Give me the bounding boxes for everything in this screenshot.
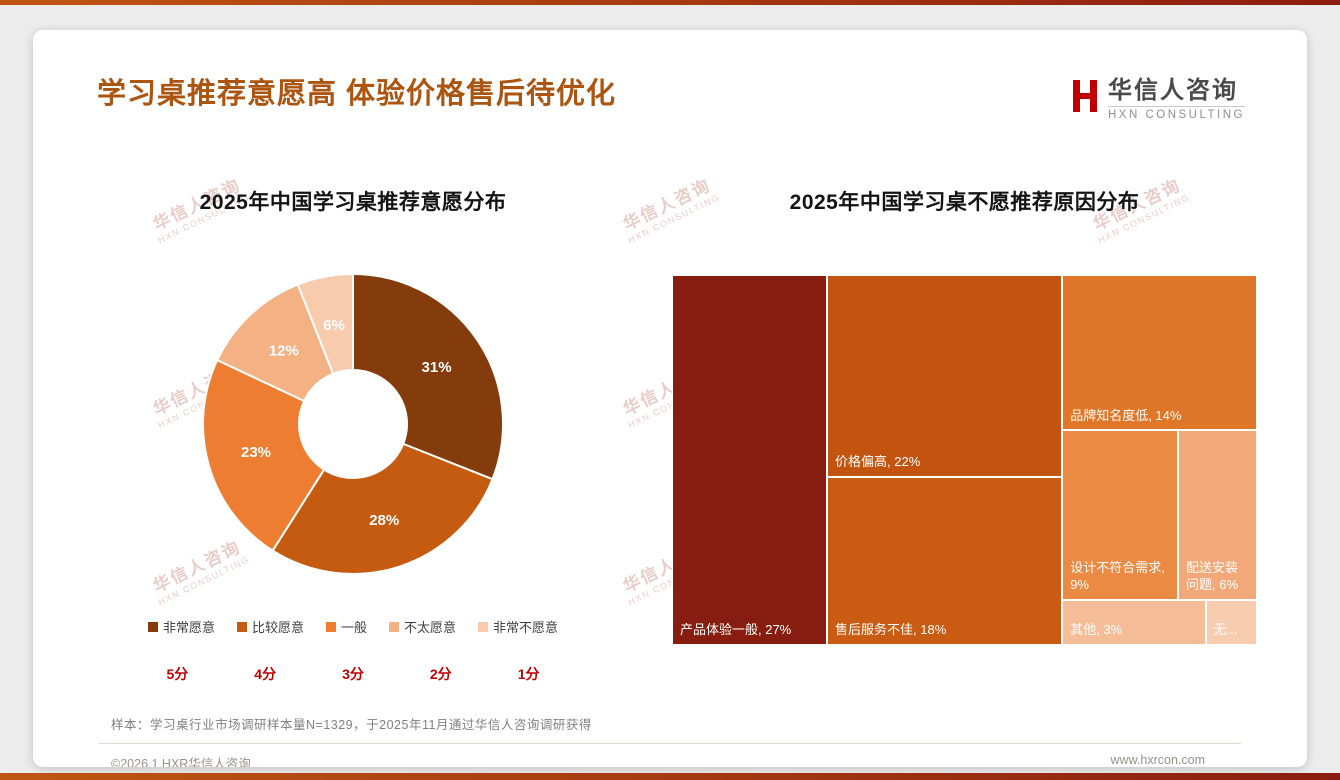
treemap-tile-1: 产品体验一般, 27%: [672, 275, 828, 645]
treemap-tile-label: 售后服务不佳, 18%: [835, 622, 947, 638]
donut-legend: 非常愿意 比较愿意 一般 不太愿意 非常不愿意: [97, 617, 609, 636]
legend-label: 非常不愿意: [493, 620, 559, 635]
score-label: 2分: [429, 666, 452, 682]
treemap-chart: 产品体验一般, 27% 价格偏高, 22% 售后服务不佳, 18% 品牌知名度低, 1…: [672, 275, 1257, 645]
donut-slice-label: 23%: [241, 444, 271, 461]
treemap-tile-7: 其他, 3%: [1062, 599, 1206, 645]
logo-text: 华信人咨询 HXN CONSULTING: [1107, 70, 1245, 121]
treemap-chart-section: 2025年中国学习桌不愿推荐原因分布 产品体验一般, 27% 价格偏高, 22% 售…: [672, 186, 1257, 645]
legend-item: 非常愿意: [147, 617, 215, 636]
donut-slice-label: 6%: [323, 317, 345, 334]
donut-slice-label: 12%: [269, 342, 299, 359]
legend-item: 不太愿意: [389, 617, 456, 636]
legend-swatch-icon: [147, 621, 158, 632]
legend-item: 比较愿意: [236, 617, 304, 636]
top-accent-bar: [0, 0, 1340, 5]
treemap-chart-title: 2025年中国学习桌不愿推荐原因分布: [789, 191, 1140, 214]
donut-chart-section: 2025年中国学习桌推荐意愿分布 31% 28% 23% 12% 6% 非常愿意 比较愿意…: [97, 186, 609, 684]
donut-slice-5: [296, 272, 354, 376]
treemap-tile-4: 品牌知名度低, 14%: [1062, 275, 1257, 431]
charts-row: 2025年中国学习桌推荐意愿分布 31% 28% 23% 12% 6% 非常愿意 比较愿意…: [33, 186, 1307, 684]
treemap-tile-2: 价格偏高, 22%: [827, 275, 1063, 478]
score-label: 5分: [166, 666, 189, 682]
legend-item: 非常不愿意: [478, 617, 558, 636]
donut-slice-label: 31%: [422, 359, 452, 376]
logo-name: 华信人咨询: [1107, 77, 1238, 104]
treemap-tile-label: 配送安装问题, 6%: [1186, 559, 1239, 593]
treemap-tile-label: 其他, 3%: [1070, 622, 1123, 638]
treemap-tile-3: 售后服务不佳, 18%: [827, 477, 1063, 645]
donut-slice-4: [215, 283, 335, 403]
treemap-tile-label: 价格偏高, 22%: [835, 454, 921, 470]
header: 学习桌推荐意愿高 体验价格售后待优化 华信人咨询 HXN CONSULTING: [33, 30, 1307, 121]
treemap-tile-5: 设计不符合需求, 9%: [1062, 430, 1179, 600]
page-title: 学习桌推荐意愿高 体验价格售后待优化: [97, 78, 617, 110]
donut-slice-2: [271, 442, 494, 575]
treemap-tile-label: 品牌知名度低, 14%: [1070, 407, 1182, 423]
score-label: 3分: [342, 666, 364, 682]
slide-card: 华信人咨询 HXN CONSULTING 华信人咨询 HXN CONSULTING 华信…: [33, 30, 1307, 767]
donut-slice-1: [352, 272, 504, 481]
donut-chart-title: 2025年中国学习桌推荐意愿分布: [199, 191, 507, 214]
treemap-tile-label: 无...: [1213, 622, 1238, 638]
sample-note: 样本：学习桌行业市场调研样本量N=1329，于2025年11月通过华信人咨询调研…: [111, 718, 592, 732]
legend-swatch-icon: [389, 621, 399, 632]
treemap-tile-8: 无...: [1205, 599, 1257, 645]
logo-subtitle: HXN CONSULTING: [1107, 106, 1245, 121]
copyright-text: ©2026.1 HXR华信人咨询: [111, 757, 251, 767]
score-label: 4分: [254, 666, 277, 682]
legend-swatch-icon: [236, 621, 247, 632]
legend-item: 一般: [325, 617, 367, 636]
bottom-accent-bar: [0, 773, 1340, 780]
treemap-tile-label: 设计不符合需求, 9%: [1070, 559, 1165, 593]
logo: 华信人咨询 HXN CONSULTING: [1070, 70, 1245, 121]
legend-swatch-icon: [325, 621, 336, 632]
logo-mark-icon: [1072, 79, 1097, 112]
score-row: 5分 4分 3分 2分 1分: [97, 664, 609, 684]
legend-label: 不太愿意: [404, 620, 457, 635]
donut-chart: 31% 28% 23% 12% 6%: [202, 272, 504, 575]
legend-label: 非常愿意: [162, 620, 215, 635]
donut-slice-label: 28%: [369, 512, 399, 529]
legend-swatch-icon: [478, 621, 489, 632]
footer: ©2026.1 HXR华信人咨询 www.hxrcon.com: [99, 744, 1241, 767]
website-text: www.hxrcon.com: [1110, 753, 1205, 767]
score-label: 1分: [517, 666, 540, 682]
footer-divider: ©2026.1 HXR华信人咨询 www.hxrcon.com: [99, 743, 1241, 767]
treemap-tile-label: 产品体验一般, 27%: [680, 622, 792, 638]
legend-label: 一般: [340, 620, 367, 635]
donut-slice-3: [202, 358, 326, 553]
legend-label: 比较愿意: [251, 620, 304, 635]
treemap-tile-6: 配送安装问题, 6%: [1178, 430, 1257, 600]
